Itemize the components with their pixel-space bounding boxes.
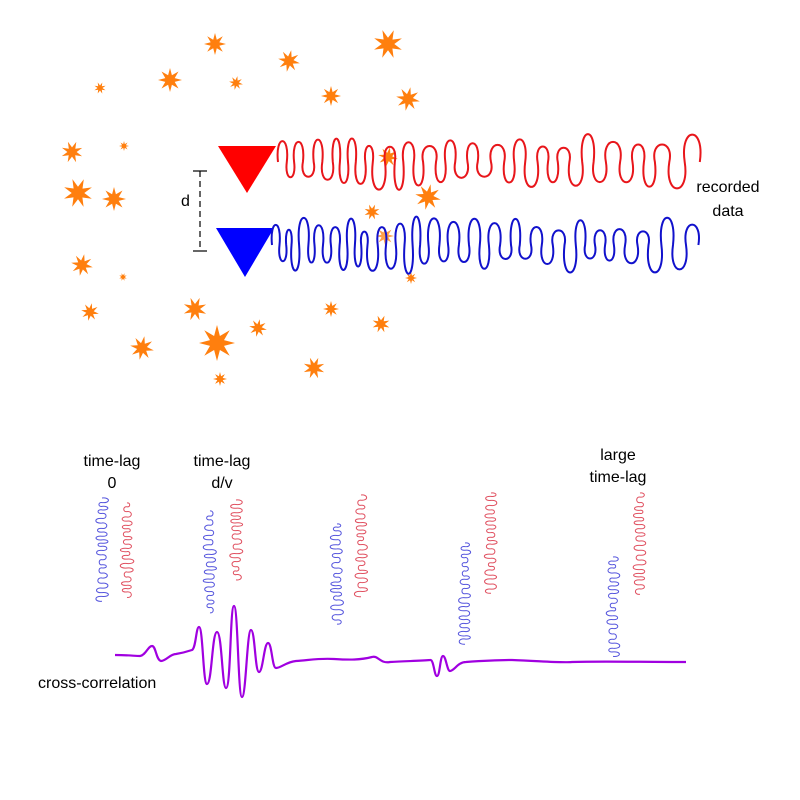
lag-dv-label-line2: d/v <box>211 475 232 492</box>
lag-dv-label-line1: time-lag <box>194 453 251 470</box>
star-burst-icon <box>81 303 99 321</box>
star-burst-icon <box>249 319 267 337</box>
lag-zero-label-line1: time-lag <box>84 453 141 470</box>
star-burst-icon <box>372 315 390 333</box>
star-burst-icon <box>119 273 127 281</box>
star-burst-icon <box>102 187 126 211</box>
star-burst-icon <box>94 82 106 94</box>
lagged-trace-pairs <box>95 492 647 657</box>
star-burst-icon <box>204 33 226 55</box>
lag-zero-label-line2: 0 <box>108 475 117 492</box>
lagged-trace-b <box>329 523 344 625</box>
star-burst-icon <box>71 254 93 276</box>
receiver-a-icon <box>218 146 276 193</box>
recorded-data-label: recorded data <box>696 179 759 220</box>
lagged-trace-a <box>483 492 498 594</box>
star-burst-icon <box>378 147 398 167</box>
lagged-trace-a <box>229 499 244 581</box>
large-lag-label-line1: large <box>600 447 636 464</box>
receiver-b-icon <box>216 228 274 277</box>
star-burst-icon <box>158 68 182 92</box>
star-burst-icon <box>119 141 129 151</box>
large-lag-label-line2: time-lag <box>590 469 647 486</box>
lagged-trace-b <box>202 510 217 614</box>
recorded-label-line1: recorded <box>696 179 759 196</box>
cross-correlation-curve <box>114 604 687 699</box>
distance-marker: d <box>181 170 207 252</box>
receivers <box>216 146 276 277</box>
star-burst-icon <box>364 204 380 220</box>
recorded-label-line2: data <box>712 203 743 220</box>
star-burst-icon <box>213 372 227 386</box>
star-burst-icon <box>376 227 394 245</box>
lagged-trace-a <box>353 494 369 598</box>
lagged-trace-b <box>95 497 109 602</box>
distance-label: d <box>181 193 190 210</box>
lagged-trace-a <box>632 492 647 595</box>
star-burst-icon <box>303 357 325 379</box>
lagged-trace-b <box>457 542 472 645</box>
star-burst-icon <box>199 325 235 361</box>
lagged-trace-a <box>119 502 135 598</box>
star-burst-icon <box>374 30 402 58</box>
star-burst-icon <box>130 336 154 360</box>
recorded-trace-b <box>270 215 700 275</box>
star-burst-icon <box>278 50 300 72</box>
star-burst-icon <box>405 272 417 284</box>
star-burst-icon <box>64 179 92 207</box>
recorded-trace-a <box>276 133 702 191</box>
noise-sources <box>61 30 441 386</box>
cross-correlation-label: cross-correlation <box>38 675 156 692</box>
star-burst-icon <box>415 184 441 210</box>
star-burst-icon <box>321 86 341 106</box>
lag-labels: time-lag 0 time-lag d/v large time-lag <box>84 447 647 492</box>
lagged-trace-b <box>605 556 621 657</box>
star-burst-icon <box>229 76 243 90</box>
star-burst-icon <box>396 87 420 111</box>
star-burst-icon <box>323 301 339 317</box>
star-burst-icon <box>183 297 207 321</box>
star-burst-icon <box>61 141 83 163</box>
